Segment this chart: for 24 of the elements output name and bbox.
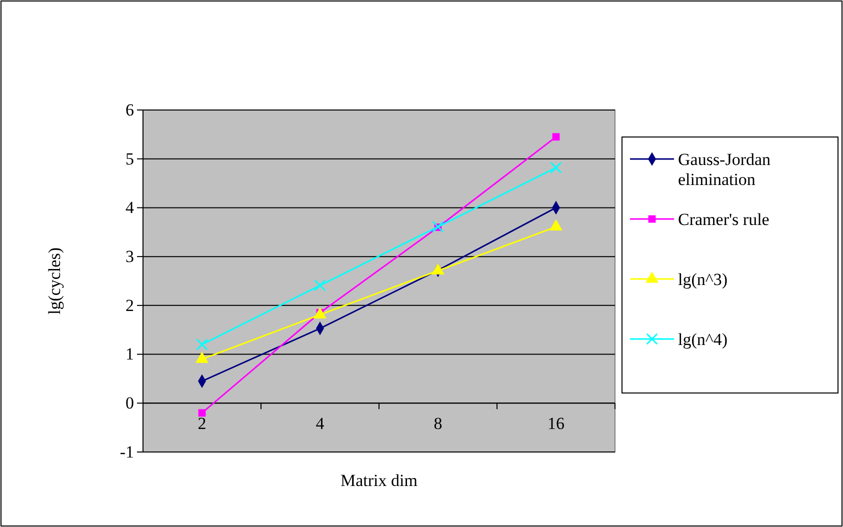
- point: [198, 409, 206, 417]
- x-tick-label: 2: [198, 414, 206, 434]
- y-tick-label: 6: [126, 100, 134, 120]
- y-tick-label: 3: [126, 247, 134, 266]
- y-tick-label: -1: [120, 442, 134, 462]
- legend-label: Gauss-Jordan elimination: [678, 150, 772, 189]
- x-axis-title: Matrix dim: [340, 471, 418, 490]
- point: [432, 220, 444, 233]
- y-tick-label: 0: [126, 394, 134, 413]
- point: [196, 338, 208, 350]
- legend-label: lg(n^4): [678, 330, 728, 349]
- legend-label: Cramer's rule: [678, 210, 770, 229]
- y-axis-title: lg(cycles): [45, 247, 64, 315]
- legend-label: lg(n^3): [678, 270, 728, 289]
- x-tick-label: 4: [316, 414, 325, 434]
- x-tick-label: 16: [548, 414, 564, 434]
- x-tick-label: 8: [434, 414, 442, 434]
- point: [550, 162, 562, 174]
- y-tick-label: 4: [126, 198, 134, 218]
- y-tick-label: 1: [126, 344, 134, 364]
- y-tick-label: 5: [126, 149, 134, 168]
- point: [552, 133, 560, 141]
- point: [314, 280, 326, 292]
- y-tick-label: 2: [126, 296, 134, 315]
